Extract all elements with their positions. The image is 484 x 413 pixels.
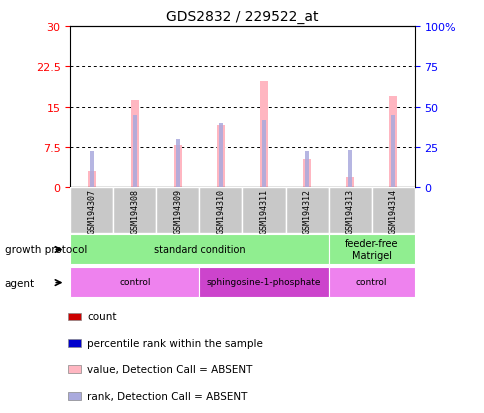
Bar bbox=[175, 140, 180, 188]
Bar bbox=[88, 172, 95, 188]
Text: GSM194309: GSM194309 bbox=[173, 188, 182, 233]
Text: GSM194310: GSM194310 bbox=[216, 188, 225, 233]
Bar bbox=[328, 234, 414, 265]
Text: growth protocol: growth protocol bbox=[5, 245, 87, 255]
Bar bbox=[156, 188, 199, 233]
Text: control: control bbox=[355, 278, 387, 287]
Bar bbox=[390, 115, 394, 188]
Bar bbox=[347, 151, 352, 188]
Text: GSM194311: GSM194311 bbox=[259, 188, 268, 233]
Bar bbox=[131, 101, 138, 188]
Bar bbox=[70, 188, 113, 233]
Text: GSM194314: GSM194314 bbox=[388, 188, 397, 233]
Text: GSM194307: GSM194307 bbox=[87, 188, 96, 233]
Text: value, Detection Call = ABSENT: value, Detection Call = ABSENT bbox=[87, 364, 252, 374]
Text: standard condition: standard condition bbox=[153, 244, 245, 254]
Text: count: count bbox=[87, 312, 117, 322]
Bar bbox=[304, 152, 309, 188]
Bar bbox=[259, 82, 267, 188]
Bar bbox=[113, 188, 156, 233]
Text: GSM194312: GSM194312 bbox=[302, 188, 311, 233]
Bar bbox=[199, 267, 328, 298]
Bar bbox=[218, 123, 223, 188]
Bar bbox=[68, 313, 81, 320]
Bar bbox=[328, 267, 414, 298]
Text: agent: agent bbox=[5, 278, 35, 288]
Bar bbox=[70, 234, 328, 265]
Bar bbox=[242, 188, 285, 233]
Bar bbox=[389, 97, 396, 188]
Bar bbox=[132, 115, 137, 188]
Bar bbox=[68, 366, 81, 373]
Text: GSM194313: GSM194313 bbox=[345, 188, 354, 233]
Text: feeder-free
Matrigel: feeder-free Matrigel bbox=[344, 238, 397, 260]
Bar bbox=[199, 188, 242, 233]
Bar bbox=[346, 177, 353, 188]
Bar bbox=[285, 188, 328, 233]
Bar bbox=[328, 188, 371, 233]
Bar bbox=[90, 152, 94, 188]
Text: sphingosine-1-phosphate: sphingosine-1-phosphate bbox=[206, 278, 320, 287]
Bar bbox=[68, 392, 81, 400]
Text: control: control bbox=[119, 278, 151, 287]
Bar bbox=[217, 126, 225, 188]
Title: GDS2832 / 229522_at: GDS2832 / 229522_at bbox=[166, 10, 318, 24]
Bar bbox=[261, 120, 266, 188]
Bar bbox=[302, 160, 310, 188]
Bar bbox=[70, 267, 199, 298]
Text: rank, Detection Call = ABSENT: rank, Detection Call = ABSENT bbox=[87, 391, 247, 401]
Bar bbox=[174, 146, 182, 188]
Text: percentile rank within the sample: percentile rank within the sample bbox=[87, 338, 262, 348]
Text: GSM194308: GSM194308 bbox=[130, 188, 139, 233]
Bar bbox=[371, 188, 414, 233]
Bar bbox=[68, 339, 81, 347]
